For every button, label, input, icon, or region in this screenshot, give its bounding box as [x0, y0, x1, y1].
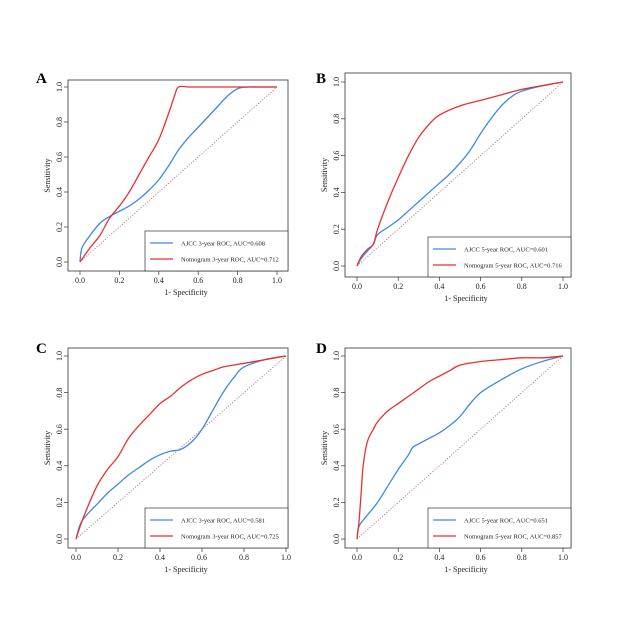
x-tick-label: 0.8: [517, 282, 527, 291]
y-tick-label: 0.2: [332, 224, 341, 234]
legend-label: Nomogram 5-year ROC, AUC=0.857: [464, 533, 562, 540]
legend-label: Nomogram 3-year ROC, AUC=0.712: [181, 256, 279, 263]
roc-panel-b: B 0.0 0.0 0.2 0.2 0.4 0.4 0.6 0.6 0.8 0.8 1.0 1.0 1- …: [316, 71, 572, 303]
legend-label: AJCC 5-year ROC, AUC=0.651: [464, 517, 548, 524]
y-tick-label: 0.4: [55, 187, 64, 197]
x-tick-label: 0.8: [239, 553, 249, 562]
legend-box: [427, 507, 572, 549]
x-tick-label: 0.0: [352, 282, 362, 291]
roc-curve-nomogram: [79, 85, 277, 263]
reference-diagonal: [356, 81, 564, 267]
y-axis-title: Sensitivity: [43, 431, 52, 465]
roc-curve-nomogram: [356, 355, 564, 540]
x-tick-label: 0.2: [393, 282, 403, 291]
y-tick-label: 0.6: [55, 424, 64, 434]
legend-label: Nomogram 5-year ROC, AUC=0.716: [464, 262, 562, 269]
y-tick-label: 0.6: [332, 151, 341, 161]
panel-letter: C: [36, 341, 47, 357]
x-tick-label: 0.8: [233, 276, 243, 285]
legend: AJCC 3-year ROC, AUC=0.608 Nomogram 3-yea…: [144, 230, 289, 272]
legend-label: Nomogram 3-year ROC, AUC=0.725: [181, 533, 279, 540]
x-tick-label: 0.4: [434, 553, 444, 562]
x-tick-label: 0.6: [193, 276, 203, 285]
y-tick-label: 1.0: [55, 351, 64, 361]
legend-box: [144, 230, 289, 272]
y-tick-label: 0.0: [332, 261, 341, 271]
roc-curve-ajcc: [356, 355, 564, 540]
roc-panel-d: D 0.0 0.0 0.2 0.2 0.4 0.4 0.6 0.6 0.8 0.8 1.0 1.0 1- …: [316, 341, 572, 574]
y-tick-label: 1.0: [332, 77, 341, 87]
x-tick-label: 0.2: [393, 553, 403, 562]
legend: AJCC 3-year ROC, AUC=0.581 Nomogram 3-yea…: [144, 507, 289, 549]
legend-label: AJCC 3-year ROC, AUC=0.608: [181, 240, 265, 247]
y-tick-label: 0.2: [55, 222, 64, 232]
legend: AJCC 5-year ROC, AUC=0.601 Nomogram 5-yea…: [427, 236, 572, 278]
x-tick-label: 1.0: [281, 553, 291, 562]
x-tick-label: 1.0: [558, 282, 568, 291]
y-tick-label: 0.0: [55, 257, 64, 267]
y-tick-label: 0.8: [332, 114, 341, 124]
legend-label: AJCC 5-year ROC, AUC=0.601: [464, 246, 548, 253]
y-tick-label: 0.4: [55, 461, 64, 471]
x-tick-label: 0.6: [476, 553, 486, 562]
y-tick-label: 0.0: [55, 534, 64, 544]
y-tick-label: 0.4: [332, 461, 341, 471]
y-tick-label: 1.0: [55, 82, 64, 92]
roc-curve-ajcc: [75, 355, 287, 540]
x-tick-label: 0.2: [114, 276, 124, 285]
roc-curve-nomogram: [75, 355, 287, 540]
y-axis-title: Sensitivity: [43, 158, 52, 192]
x-tick-label: 0.4: [434, 282, 444, 291]
x-tick-label: 0.8: [517, 553, 527, 562]
panel-letter: B: [316, 71, 326, 87]
legend-label: AJCC 3-year ROC, AUC=0.581: [181, 517, 265, 524]
reference-diagonal: [356, 355, 564, 540]
legend-box: [427, 236, 572, 278]
y-tick-label: 0.2: [55, 497, 64, 507]
y-tick-label: 0.0: [332, 534, 341, 544]
legend: AJCC 5-year ROC, AUC=0.651 Nomogram 5-yea…: [427, 507, 572, 549]
x-tick-label: 1.0: [272, 276, 282, 285]
x-axis-title: 1- Specificity: [164, 288, 207, 297]
legend-box: [144, 507, 289, 549]
roc-curve-nomogram: [356, 81, 564, 267]
roc-panel-c: C 0.0 0.0 0.2 0.2 0.4 0.4 0.6 0.6 0.8 0.8 1.0 1.0 1- …: [36, 341, 291, 574]
y-tick-label: 0.6: [332, 424, 341, 434]
y-axis-title: Sensitivity: [320, 431, 329, 465]
x-tick-label: 0.4: [155, 553, 165, 562]
y-tick-label: 0.8: [55, 388, 64, 398]
y-tick-label: 1.0: [332, 351, 341, 361]
x-tick-label: 0.6: [197, 553, 207, 562]
panel-letter: A: [36, 71, 47, 87]
reference-diagonal: [79, 86, 278, 263]
x-axis-title: 1- Specificity: [444, 294, 487, 303]
x-tick-label: 1.0: [558, 553, 568, 562]
x-tick-label: 0.4: [154, 276, 164, 285]
roc-panel-a: A 0.0 0.0 0.2 0.2 0.4 0.4 0.6 0.6 0.8 0.8 1.0 1.0 1- …: [36, 71, 289, 297]
y-tick-label: 0.8: [332, 388, 341, 398]
x-axis-title: 1- Specificity: [444, 565, 487, 574]
roc-curve-ajcc: [79, 86, 277, 263]
x-tick-label: 0.0: [352, 553, 362, 562]
x-tick-label: 0.0: [75, 276, 85, 285]
x-tick-label: 0.2: [113, 553, 123, 562]
y-tick-label: 0.6: [55, 152, 64, 162]
y-tick-label: 0.2: [332, 497, 341, 507]
panel-letter: D: [316, 341, 327, 357]
x-tick-label: 0.6: [476, 282, 486, 291]
y-axis-title: Sensitivity: [320, 158, 329, 192]
y-tick-label: 0.4: [332, 187, 341, 197]
x-axis-title: 1- Specificity: [164, 565, 207, 574]
x-tick-label: 0.0: [71, 553, 81, 562]
y-tick-label: 0.8: [55, 117, 64, 127]
